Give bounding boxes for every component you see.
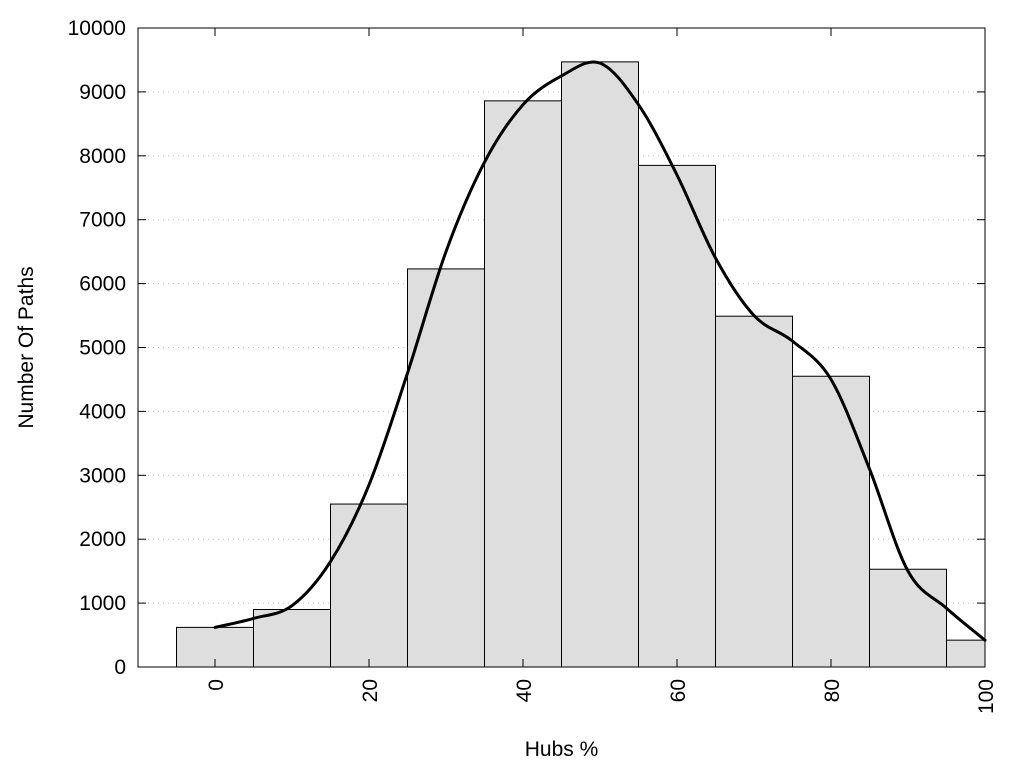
bar xyxy=(869,568,947,668)
y-axis-title: Number Of Paths xyxy=(15,266,38,428)
bar xyxy=(253,608,331,668)
bar-series xyxy=(176,61,986,668)
y-tick-label: 0 xyxy=(114,656,126,679)
bar xyxy=(715,315,793,668)
y-tick-label: 3000 xyxy=(79,464,126,487)
x-tick-label: 20 xyxy=(359,679,382,702)
bar xyxy=(638,164,716,668)
x-tick-label: 40 xyxy=(513,679,536,702)
x-tick-label: 80 xyxy=(821,679,844,702)
bar xyxy=(561,61,639,668)
y-tick-label: 5000 xyxy=(79,337,126,360)
y-tick-label: 8000 xyxy=(79,145,126,168)
x-axis-title: Hubs % xyxy=(525,738,599,761)
y-axis-ticks: 0 1000 2000 3000 4000 5000 6000 7000 8000 9000 100… xyxy=(68,17,985,679)
bar xyxy=(792,375,870,668)
x-tick-label: 100 xyxy=(975,679,998,714)
smoothed-curve xyxy=(213,60,987,642)
x-tick-label: 0 xyxy=(205,679,228,691)
y-tick-label: 7000 xyxy=(79,209,126,232)
y-tick-label: 4000 xyxy=(79,400,126,423)
x-tick-label: 60 xyxy=(667,679,690,702)
y-tick-label: 9000 xyxy=(79,81,126,104)
bar xyxy=(330,503,408,668)
y-tick-label: 6000 xyxy=(79,273,126,296)
x-axis-ticks: 0 20 40 60 80 100 xyxy=(205,28,998,714)
y-tick-label: 2000 xyxy=(79,528,126,551)
y-tick-label: 10000 xyxy=(68,17,126,40)
bar xyxy=(484,100,562,668)
bar xyxy=(407,268,485,668)
y-tick-label: 1000 xyxy=(79,592,126,615)
bar xyxy=(946,639,986,668)
